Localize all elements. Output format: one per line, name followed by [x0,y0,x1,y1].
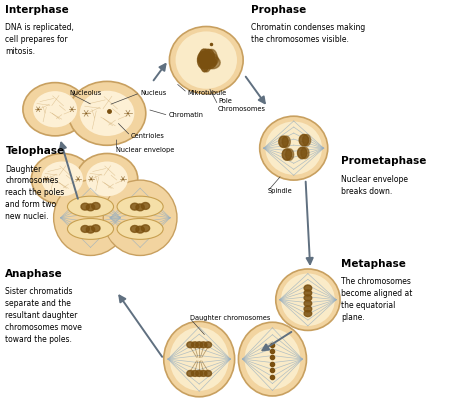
Polygon shape [298,147,307,159]
Ellipse shape [276,269,340,330]
Text: Nuclear envelope: Nuclear envelope [117,147,175,153]
Polygon shape [302,134,311,146]
Polygon shape [86,204,95,211]
Text: Prophase: Prophase [251,5,306,15]
Ellipse shape [265,122,322,175]
Ellipse shape [164,321,235,397]
Polygon shape [196,370,203,376]
Ellipse shape [106,193,125,242]
Ellipse shape [260,116,328,180]
Ellipse shape [67,219,114,239]
Text: Daughter chromosomes: Daughter chromosomes [190,315,270,321]
Text: Nuclear envelope
breaks down.: Nuclear envelope breaks down. [341,175,408,196]
Ellipse shape [117,219,163,239]
Text: Interphase: Interphase [5,5,69,15]
Text: Chromatin condenses making
the chromosomes visible.: Chromatin condenses making the chromosom… [251,23,365,44]
Polygon shape [91,225,100,232]
Polygon shape [136,226,145,233]
Ellipse shape [169,26,243,94]
Ellipse shape [80,91,134,136]
Polygon shape [187,342,194,348]
Text: DNA is replicated,
cell prepares for
mitosis.: DNA is replicated, cell prepares for mit… [5,23,74,56]
Text: Nucleolus: Nucleolus [69,90,101,96]
Ellipse shape [67,196,114,217]
Polygon shape [200,342,207,348]
Ellipse shape [175,31,237,89]
Polygon shape [279,136,288,148]
Polygon shape [205,56,220,69]
Polygon shape [141,225,150,232]
Polygon shape [301,147,309,159]
Text: Anaphase: Anaphase [5,269,63,279]
Polygon shape [201,49,211,67]
Polygon shape [81,226,90,232]
Polygon shape [304,310,312,316]
Polygon shape [201,56,216,69]
Polygon shape [141,203,150,210]
Polygon shape [206,49,217,66]
Polygon shape [286,149,294,160]
Polygon shape [304,290,312,296]
Ellipse shape [281,273,335,326]
Polygon shape [91,203,100,210]
Polygon shape [136,204,145,211]
Ellipse shape [238,322,307,396]
Text: Mikrotubule: Mikrotubule [187,90,227,96]
Polygon shape [299,134,309,146]
Polygon shape [187,370,194,376]
Ellipse shape [117,196,163,217]
Polygon shape [191,342,199,348]
Polygon shape [200,370,207,376]
Polygon shape [131,203,139,210]
Polygon shape [282,136,290,148]
Polygon shape [201,52,211,69]
Polygon shape [205,370,211,376]
Polygon shape [282,149,292,160]
Polygon shape [86,226,95,233]
Text: Telophase: Telophase [5,146,64,156]
Polygon shape [304,295,312,301]
Text: Metaphase: Metaphase [341,259,406,269]
Ellipse shape [31,153,93,204]
Polygon shape [199,49,209,67]
Text: Sister chromatids
separate and the
resultant daughter
chromosomes move
toward th: Sister chromatids separate and the resul… [5,287,82,344]
Polygon shape [198,53,214,66]
Ellipse shape [86,162,128,196]
Ellipse shape [103,180,177,256]
Polygon shape [204,49,214,66]
Text: Nucleus: Nucleus [140,90,166,96]
Ellipse shape [76,153,138,204]
Polygon shape [200,52,209,72]
Polygon shape [81,203,90,210]
Ellipse shape [68,81,146,145]
Text: Chromatin: Chromatin [168,112,203,118]
Polygon shape [202,52,211,72]
Ellipse shape [170,327,229,391]
Ellipse shape [54,180,128,256]
Polygon shape [304,306,312,312]
Text: Pole
Chromosomes: Pole Chromosomes [218,98,266,112]
Polygon shape [304,300,312,307]
Text: Prometaphase: Prometaphase [341,156,426,166]
Polygon shape [202,53,219,66]
Ellipse shape [245,329,301,389]
Text: Daughter
chromosomes
reach the poles
and form two
new nuclei.: Daughter chromosomes reach the poles and… [5,164,64,221]
Text: The chromosomes
become aligned at
the equatorial
plane.: The chromosomes become aligned at the eq… [341,277,412,321]
Ellipse shape [41,162,83,196]
Text: Spindle: Spindle [268,188,292,194]
Ellipse shape [23,83,87,136]
Polygon shape [205,342,211,348]
Polygon shape [191,370,199,376]
Text: Centrioles: Centrioles [131,133,164,139]
Polygon shape [196,342,203,348]
Polygon shape [198,52,209,69]
Polygon shape [304,285,312,291]
Polygon shape [131,226,139,232]
Ellipse shape [33,91,77,127]
